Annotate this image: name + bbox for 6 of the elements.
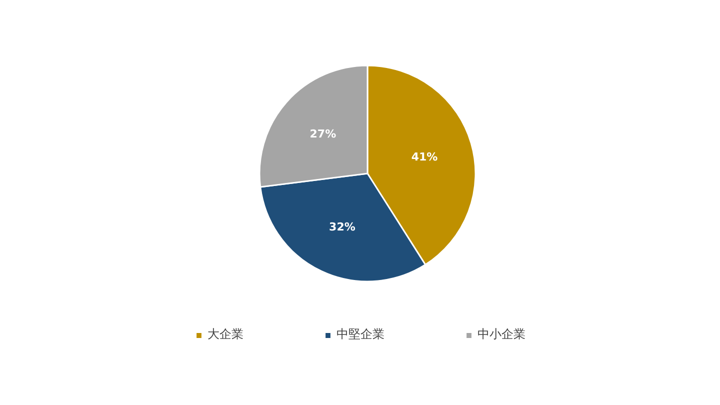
legend-label: 大企業 bbox=[208, 326, 244, 343]
data-label: 41% bbox=[411, 150, 438, 164]
data-label: 32% bbox=[329, 220, 356, 234]
legend-label: 中小企業 bbox=[478, 326, 526, 343]
data-label: 27% bbox=[310, 128, 336, 141]
legend-label: 中堅企業 bbox=[336, 326, 384, 343]
